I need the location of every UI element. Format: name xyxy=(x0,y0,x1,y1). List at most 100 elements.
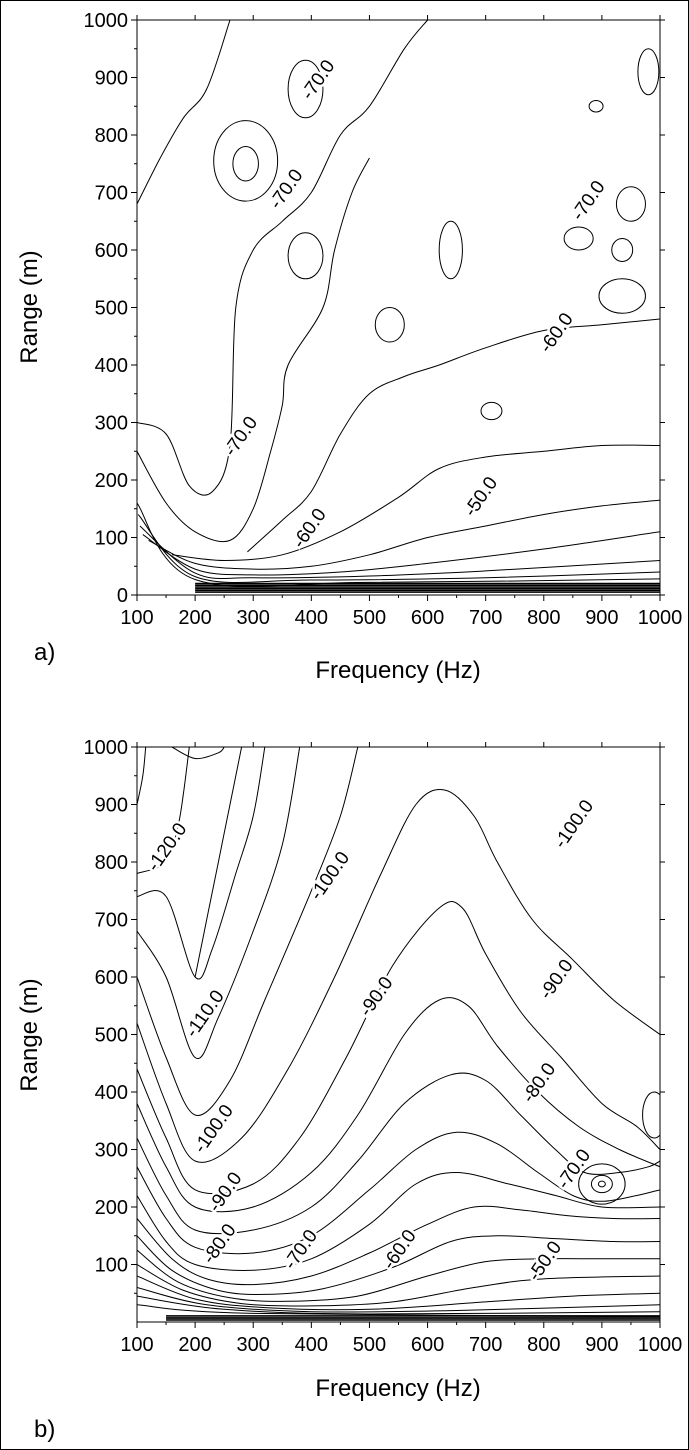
panel-a-contour-line xyxy=(137,20,428,496)
panel-b-contour-label: -110.0 xyxy=(181,987,228,1042)
panel-a-contour-line xyxy=(139,525,660,580)
panel-a-contour-label: -70.0 xyxy=(265,166,307,214)
panel-b-contour-line xyxy=(137,747,359,1116)
panel-b-x-ticks: 100 200 300 400 500 600 700 800 900 1000 xyxy=(120,742,682,1356)
panel-b-y-tick-label: 500 xyxy=(95,1025,128,1047)
panel-a-y-tick-label: 900 xyxy=(95,68,128,90)
panel-b-contour-label: -90.0 xyxy=(204,1169,246,1217)
panel-a: 100 200 300 400 500 600 700 800 900 1000 01002003… xyxy=(16,10,682,684)
panel-a-x-tick-label: 600 xyxy=(411,607,444,629)
panel-a-closed-contour xyxy=(438,220,463,280)
panel-a-closed-contour xyxy=(287,232,324,280)
panel-a-contour-line xyxy=(171,444,660,562)
panel-a-closed-contour xyxy=(598,278,646,314)
panel-b-contour-line xyxy=(171,747,225,760)
panel-b-contour-line xyxy=(194,747,243,978)
panel-a-x-tick-label: 300 xyxy=(237,607,270,629)
panel-b-y-tick-label: 1000 xyxy=(84,737,129,759)
panel-b-contour-line xyxy=(137,747,147,805)
panel-a-closed-contour xyxy=(480,401,503,421)
panel-b-y-tick-label: 900 xyxy=(95,795,128,817)
panel-b-contour-line xyxy=(137,1205,660,1286)
panel-a-y-tick-label: 200 xyxy=(95,470,128,492)
panel-b: 100 200 300 400 500 600 700 800 900 1000 100 200 30… xyxy=(16,737,682,1443)
panel-a-contour-label: -50.0 xyxy=(460,473,502,521)
panel-a-y-tick-label: 500 xyxy=(95,298,128,320)
panel-a-contours xyxy=(137,20,660,593)
panel-b-contour-line xyxy=(137,901,660,1195)
panel-a-contour-line xyxy=(137,514,660,583)
panel-a-x-tick-label: 800 xyxy=(527,607,560,629)
panel-a-closed-contour xyxy=(232,146,259,182)
panel-b-contour-label: -100.0 xyxy=(550,796,598,852)
panel-a-label: a) xyxy=(34,639,55,666)
panel-b-contour-line xyxy=(137,1249,660,1302)
panel-a-contour-label: -60.0 xyxy=(289,505,331,553)
panel-b-contour-line xyxy=(137,1072,660,1235)
panel-a-contour-labels: -70.0 -70.0 -70.0 -70.0 -60.0 -60.0 -50.0 xyxy=(218,54,613,555)
panel-a-closed-contour xyxy=(563,226,594,251)
panel-a-y-axis-title: Range (m) xyxy=(16,250,43,363)
panel-b-x-tick-label: 600 xyxy=(411,1334,444,1356)
panel-b-x-tick-label: 300 xyxy=(237,1334,270,1356)
panel-b-contour-line xyxy=(137,747,190,874)
panel-a-contour-line xyxy=(142,531,660,576)
panel-a-x-tick-label: 500 xyxy=(353,607,386,629)
panel-a-closed-contour xyxy=(287,59,324,119)
panel-b-contour-line xyxy=(137,1264,660,1307)
panel-a-y-tick-label: 400 xyxy=(95,355,128,377)
panel-a-y-tick-label: 1000 xyxy=(84,10,129,32)
panel-b-contour-label: -80.0 xyxy=(518,1059,560,1107)
panel-b-contour-labels: -120.0 -110.0 -100.0 -100.0 -100.0 -90.0 -90.0… xyxy=(141,794,601,1288)
panel-b-x-tick-label: 100 xyxy=(120,1334,153,1356)
panel-a-y-tick-label: 600 xyxy=(95,240,128,262)
panel-b-contour-line xyxy=(137,1131,660,1255)
panel-a-contour-label: -70.0 xyxy=(568,177,610,225)
panel-b-contour-line xyxy=(137,789,660,1163)
panel-a-contour-label: -60.0 xyxy=(536,309,578,357)
panel-b-contour-label: -90.0 xyxy=(536,956,578,1004)
panel-a-x-axis-title: Frequency (Hz) xyxy=(315,657,480,684)
panel-b-x-tick-label: 900 xyxy=(585,1334,618,1356)
panel-b-contours xyxy=(137,747,660,1321)
panel-a-closed-contour xyxy=(213,120,279,202)
panel-b-y-ticks: 100 200 300 400 500 600 700 800 900 1000 xyxy=(84,737,665,1294)
panel-b-closed-contour xyxy=(578,1163,626,1205)
panel-a-y-tick-label: 100 xyxy=(95,528,128,550)
panel-a-contour-label: -70.0 xyxy=(297,56,339,104)
panel-a-closed-contour xyxy=(615,186,646,222)
panel-a-y-tick-label: 0 xyxy=(117,585,128,607)
panel-a-contour-line xyxy=(247,318,660,553)
panel-b-closed-contour xyxy=(590,1174,613,1194)
panel-b-y-tick-label: 200 xyxy=(95,1197,128,1219)
panel-b-y-tick-label: 100 xyxy=(95,1255,128,1277)
panel-b-contour-line xyxy=(137,1287,660,1313)
panel-a-contour-label: -70.0 xyxy=(220,413,262,461)
panel-b-y-axis-title: Range (m) xyxy=(16,978,43,1091)
panel-b-contour-line xyxy=(137,1304,660,1317)
panel-a-y-tick-label: 300 xyxy=(95,413,128,435)
panel-a-y-tick-label: 800 xyxy=(95,125,128,147)
panel-b-y-tick-label: 600 xyxy=(95,967,128,989)
panel-b-contour-line xyxy=(137,1275,660,1311)
panel-a-x-tick-label: 400 xyxy=(295,607,328,629)
panel-a-y-tick-label: 700 xyxy=(95,183,128,205)
panel-a-x-tick-label: 1000 xyxy=(638,607,683,629)
panel-b-contour-label: -120.0 xyxy=(143,819,191,875)
panel-b-y-tick-label: 400 xyxy=(95,1082,128,1104)
panel-b-label: b) xyxy=(34,1416,55,1443)
panel-a-closed-contour xyxy=(588,100,604,113)
panel-b-closed-contour xyxy=(597,1180,606,1188)
panel-b-contour-line xyxy=(137,1235,660,1295)
panel-b-x-tick-label: 200 xyxy=(178,1334,211,1356)
panel-b-contour-line xyxy=(137,747,301,1060)
panel-b-x-axis-title: Frequency (Hz) xyxy=(315,1375,480,1402)
panel-b-contour-line xyxy=(137,747,266,980)
panel-b-x-tick-label: 700 xyxy=(469,1334,502,1356)
panel-b-contour-label: -90.0 xyxy=(356,973,398,1021)
panel-b-contour-label: -100.0 xyxy=(306,848,354,904)
panel-b-contour-label: -80.0 xyxy=(199,1220,241,1268)
panel-a-contour-line xyxy=(148,499,660,570)
panel-a-contour-line xyxy=(137,157,370,543)
